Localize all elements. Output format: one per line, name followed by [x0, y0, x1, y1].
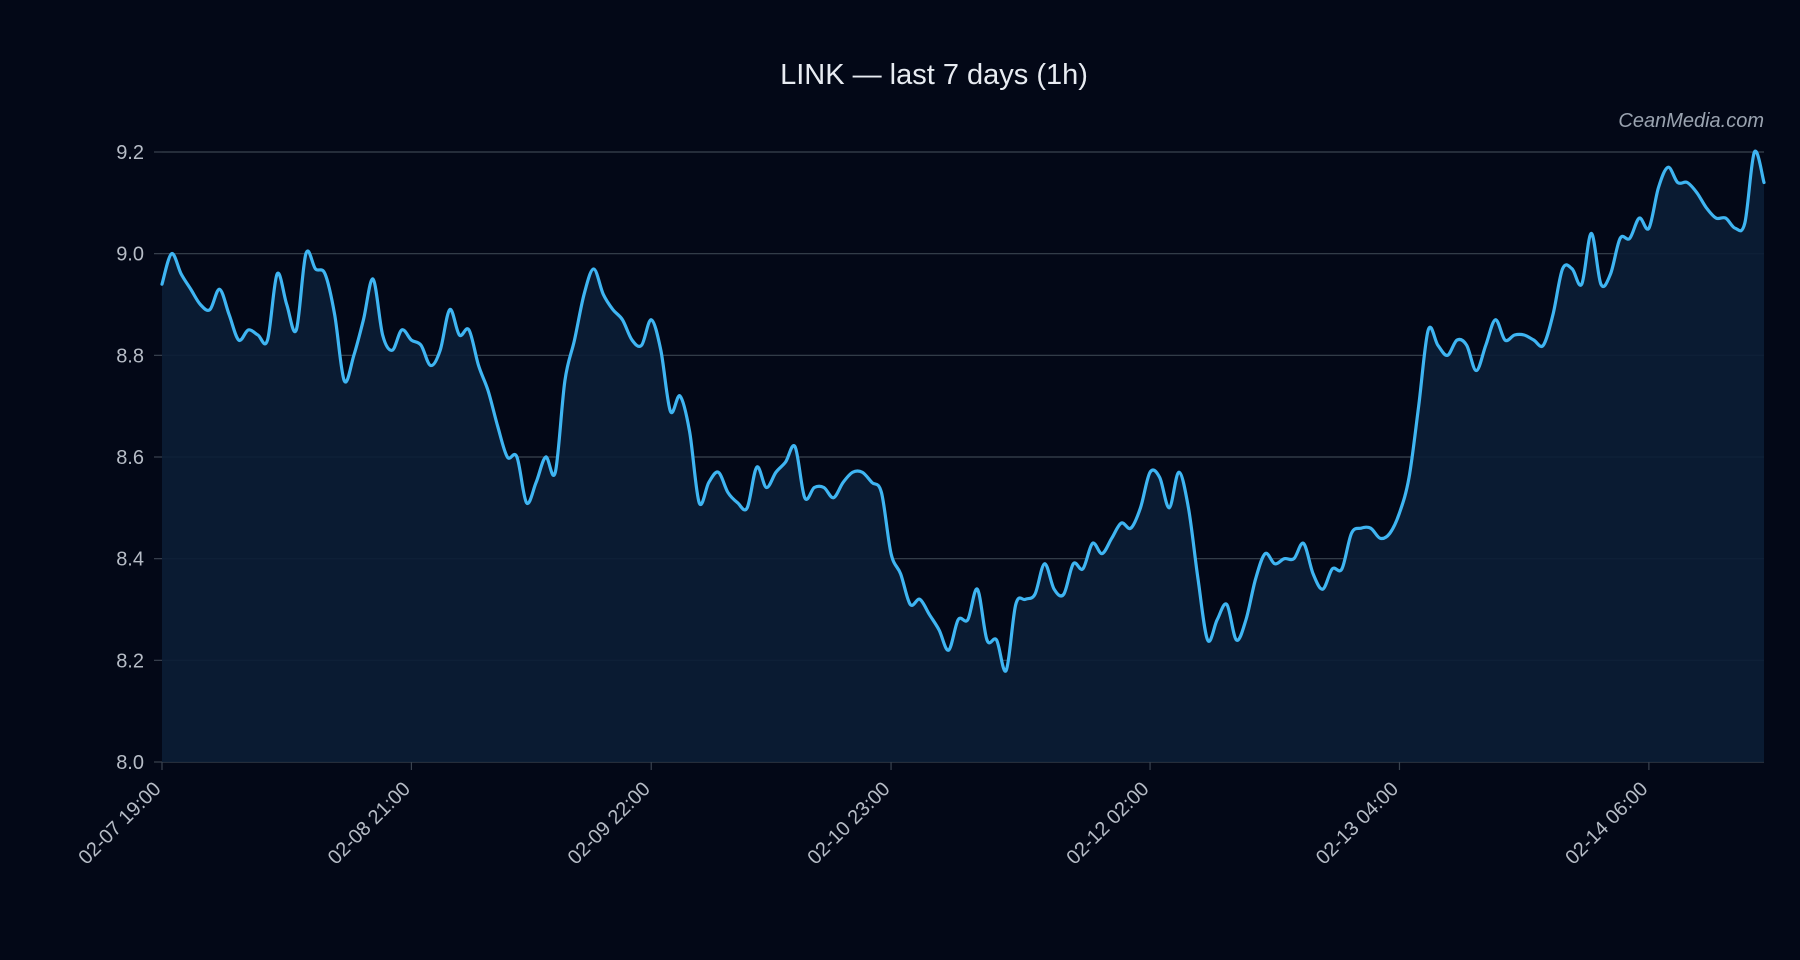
x-tick-label: 02-13 04:00	[1312, 778, 1403, 869]
y-tick-label: 8.0	[116, 752, 144, 774]
y-tick-label: 8.8	[116, 345, 144, 367]
y-axis-ticks: 8.0 8.2 8.4 8.6 8.8 9.0 9.2	[116, 142, 144, 774]
x-tick-label: 02-07 19:00	[74, 778, 165, 869]
price-line	[160, 149, 1766, 673]
y-tick-label: 8.4	[116, 549, 144, 571]
y-tick-label: 8.2	[116, 650, 144, 672]
x-tick-label: 02-14 06:00	[1561, 778, 1652, 869]
x-tick-label: 02-08 21:00	[324, 778, 415, 869]
x-tick-label: 02-12 02:00	[1063, 778, 1154, 869]
price-area-fill	[162, 151, 1764, 762]
y-tick-label: 9.0	[116, 244, 144, 266]
y-tick-label: 9.2	[116, 142, 144, 164]
y-tick-label: 8.6	[116, 447, 144, 469]
x-tick-label: 02-10 23:00	[804, 778, 895, 869]
x-axis-ticks: 02-07 19:00 02-08 21:00 02-09 22:00 02-10 2…	[74, 762, 1652, 869]
chart-title: LINK — last 7 days (1h)	[780, 59, 1088, 91]
x-tick-label: 02-09 22:00	[564, 778, 655, 869]
chart-watermark: CeanMedia.com	[1618, 110, 1764, 132]
